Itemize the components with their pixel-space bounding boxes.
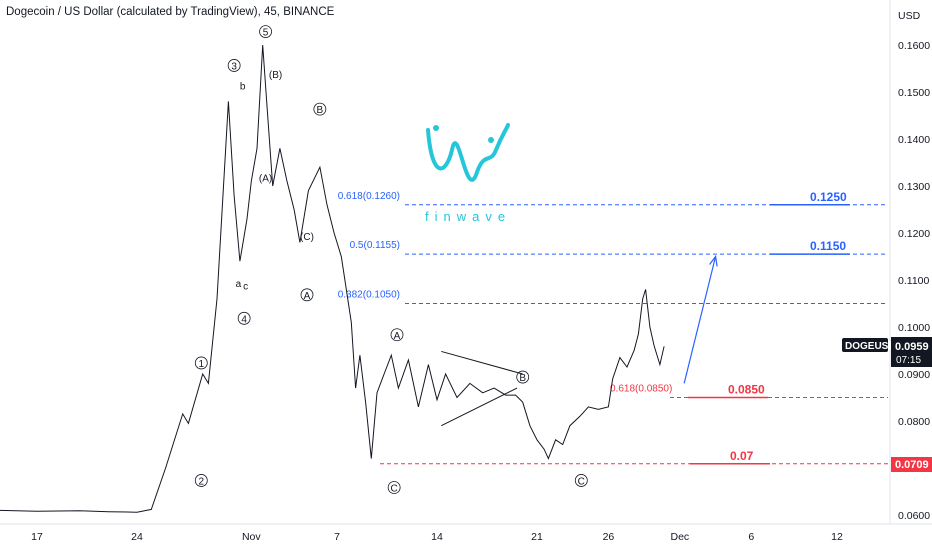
symbol-title: Dogecoin / US Dollar (calculated by Trad… (6, 6, 335, 18)
low-level-tag (891, 457, 932, 472)
x-tick-label: 12 (831, 531, 843, 543)
low-level-value: 0.0709 (895, 459, 929, 471)
wave-circle (300, 288, 314, 302)
price-series-line (0, 44, 665, 513)
y-tick-label: 0.1600 (898, 40, 930, 52)
bar-countdown: 07:15 (896, 355, 921, 366)
wave-circle (313, 102, 327, 116)
svg-text:finwave: finwave (425, 209, 511, 224)
wave-circle (574, 474, 588, 487)
y-tick-label: 0.1500 (898, 87, 930, 99)
y-tick-label: 0.1200 (898, 228, 930, 240)
x-tick-label: 14 (431, 531, 443, 543)
fib-levels: 0.618(0.1260) 0.1250 0.5(0.1155) 0.1150 0.38… (338, 190, 888, 465)
projection-arrow (683, 255, 718, 384)
wave-circle (390, 328, 404, 342)
wave-label: 4 (241, 314, 247, 325)
x-tick-label: 21 (531, 531, 543, 543)
wave-circle (516, 370, 530, 384)
wave-label: b (240, 82, 246, 93)
fib-level-label: 0.618(0.0850) (610, 384, 672, 395)
wave-circle (387, 481, 401, 494)
y-tick-label: 0.0800 (898, 416, 930, 428)
y-tick-label: 0.0600 (898, 510, 930, 522)
wave-label: (C) (300, 232, 314, 243)
x-tick-label: 17 (31, 531, 43, 543)
wave-label: C (578, 476, 585, 487)
triangle-line (441, 387, 518, 427)
x-axis-ticks: 17 24 Nov 7 14 21 26 Dec 6 12 (31, 531, 843, 543)
x-tick-label: 6 (748, 531, 754, 543)
wave-circle (194, 356, 208, 370)
wave-circle (227, 59, 241, 72)
x-tick-label: Nov (242, 531, 261, 543)
currency-label: USD (898, 10, 921, 22)
x-tick-label: 24 (131, 531, 143, 543)
wave-label: 5 (263, 28, 269, 39)
wave-label: B (519, 373, 526, 384)
target-label: 0.1250 (810, 190, 847, 204)
wave-label: (A) (259, 173, 272, 184)
fib-level-label: 0.618(0.1260) (338, 191, 400, 202)
wave-label: A (304, 291, 311, 302)
wave-circle (237, 311, 251, 325)
current-price-tag (891, 337, 932, 367)
wave-label: B (317, 105, 324, 116)
x-tick-label: 7 (334, 531, 340, 543)
wave-label: A (394, 331, 401, 342)
wave-circle (259, 25, 272, 39)
wave-labels: 3b 5 (B) B (A) (C) Aa c 4 1 2 A C B C (194, 25, 588, 495)
y-tick-label: 0.1000 (898, 322, 930, 334)
wave-label: 1 (199, 359, 205, 370)
y-axis-ticks: 0.06000.07000.08000.09000.10000.11000.12… (898, 40, 930, 522)
target-label: 0.1150 (810, 239, 846, 253)
symbol-tag-text: DOGEUSD (845, 341, 896, 352)
triangle-line (441, 350, 523, 375)
target-label: 0.0850 (728, 383, 765, 397)
triangle-pattern (441, 350, 523, 427)
symbol-tag (842, 338, 888, 352)
wave-label: (B) (269, 70, 282, 81)
wave-label: 2 (199, 476, 205, 487)
y-tick-label: 0.1300 (898, 181, 930, 193)
x-tick-label: Dec (671, 531, 690, 543)
fib-level-label: 0.382(0.1050) (338, 290, 400, 301)
x-tick-label: 26 (603, 531, 615, 543)
wave-label: c (243, 281, 248, 292)
arrow-head (709, 255, 718, 267)
y-tick-label: 0.0900 (898, 369, 930, 381)
arrow-shaft (683, 256, 717, 384)
wave-label: C (391, 484, 398, 495)
finwave-logo: finwave (425, 123, 511, 224)
wave-label: a (236, 279, 242, 290)
wave-circle (194, 474, 208, 487)
current-price-value: 0.0959 (895, 341, 929, 353)
wave-label: 3 (231, 61, 237, 72)
target-label: 0.07 (730, 449, 754, 463)
y-tick-label: 0.1400 (898, 134, 930, 146)
fib-level-label: 0.5(0.1155) (350, 240, 400, 251)
y-tick-label: 0.1100 (898, 275, 929, 287)
